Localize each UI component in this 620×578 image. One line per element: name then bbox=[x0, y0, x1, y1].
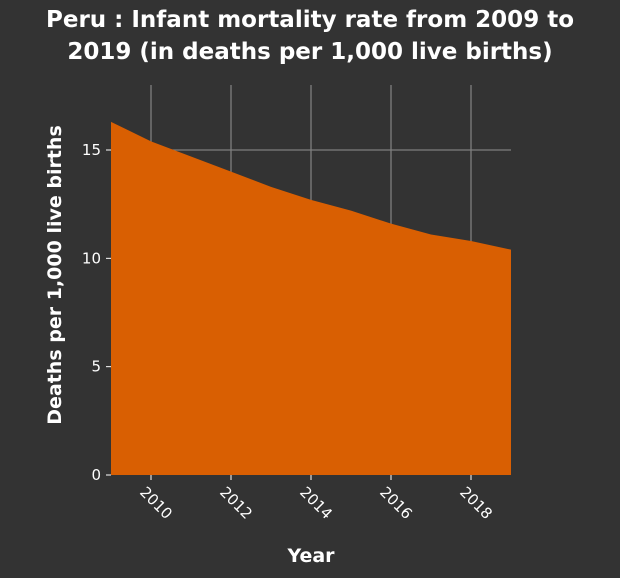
x-axis-label: Year bbox=[286, 545, 335, 567]
plot-area bbox=[111, 121, 511, 475]
x-tick-label: 2014 bbox=[296, 483, 336, 523]
y-tick-label: 5 bbox=[91, 358, 101, 376]
y-tick-label: 15 bbox=[82, 141, 101, 159]
area-series bbox=[111, 121, 511, 475]
chart-title-line-2: 2019 (in deaths per 1,000 live births) bbox=[67, 39, 552, 65]
x-tick-label: 2010 bbox=[136, 483, 176, 523]
x-axis-ticks: 2010 2012 2014 2016 2018 bbox=[136, 475, 496, 523]
y-tick-label: 10 bbox=[82, 249, 101, 267]
y-axis-label: Deaths per 1,000 live births bbox=[44, 125, 66, 425]
y-axis-ticks: 0 5 10 15 bbox=[82, 141, 111, 484]
x-tick-label: 2012 bbox=[216, 483, 256, 523]
x-tick-label: 2016 bbox=[376, 483, 416, 523]
x-tick-label: 2018 bbox=[456, 483, 496, 523]
y-tick-label: 0 bbox=[91, 466, 101, 484]
chart-title-line-1: Peru : Infant mortality rate from 2009 t… bbox=[46, 7, 574, 33]
